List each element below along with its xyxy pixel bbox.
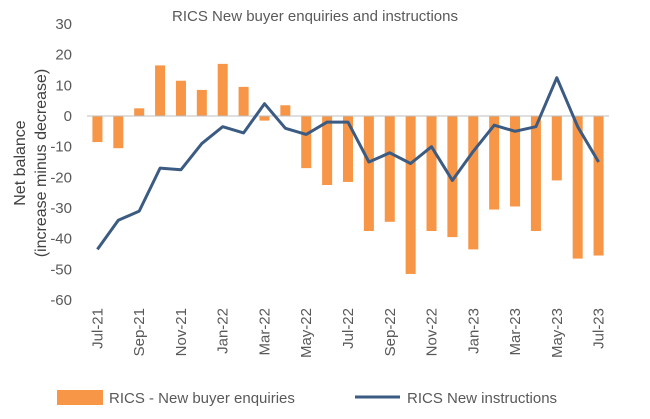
y-tick-label: 0	[64, 108, 72, 125]
bar	[259, 116, 270, 121]
y-tick-label: 10	[55, 77, 72, 94]
bar	[510, 116, 521, 207]
bar	[468, 116, 479, 250]
bar	[405, 116, 416, 274]
y-tick-label: 30	[55, 16, 72, 33]
bar	[593, 116, 604, 256]
bar	[217, 63, 228, 116]
y-tick-label: -40	[50, 231, 72, 248]
bar	[301, 116, 312, 169]
bar	[134, 108, 145, 116]
y-tick-label: -20	[50, 169, 72, 186]
bar	[489, 116, 500, 210]
bar	[530, 116, 541, 231]
y-tick-label: -60	[50, 292, 72, 309]
series-line	[96, 76, 600, 251]
x-tick-label: Sep-22	[382, 308, 399, 356]
chart-title: RICS New buyer enquiries and instruction…	[172, 8, 458, 25]
y-tick-label: -30	[50, 200, 72, 217]
x-tick-label: Mar-22	[257, 308, 274, 356]
y-axis-label-line-2: (increase minus decrease)	[33, 69, 50, 258]
x-tick-label: Jul-22	[340, 308, 357, 349]
bar	[384, 116, 395, 222]
x-tick-label: May-22	[298, 308, 315, 358]
bar	[175, 80, 186, 116]
bar	[92, 116, 103, 143]
y-tick-label: -50	[50, 261, 72, 278]
x-tick-label: Mar-23	[507, 308, 524, 356]
bar	[113, 116, 124, 149]
x-tick-label: Nov-22	[424, 308, 441, 356]
bar	[155, 65, 166, 116]
bar	[196, 89, 207, 116]
legend: RICS - New buyer enquiries RICS New inst…	[57, 390, 557, 407]
bar	[280, 105, 291, 116]
legend-bar-label: RICS - New buyer enquiries	[109, 390, 295, 407]
x-tick-label: Jul-23	[591, 308, 608, 349]
x-tick-label: Jan-22	[215, 308, 232, 354]
bar-series	[92, 63, 604, 274]
bar	[322, 116, 333, 185]
x-tick-label: Nov-21	[173, 308, 190, 356]
bar	[551, 116, 562, 181]
line-series	[96, 76, 600, 251]
y-axis-ticks: 30 20 10 0 -10 -20 -30 -40 -50 -60	[50, 16, 72, 309]
bar	[447, 116, 458, 238]
y-axis-label: Net balance (increase minus decrease)	[12, 69, 50, 258]
x-tick-label: Jan-23	[465, 308, 482, 354]
bar	[342, 116, 354, 182]
y-tick-label: 20	[55, 47, 72, 64]
x-axis-ticks: Jul-21 Sep-21 Nov-21 Jan-22 Mar-22 May-22 Jul-…	[89, 308, 607, 358]
y-axis-label-line-1: Net balance	[12, 120, 29, 205]
bar	[426, 116, 437, 231]
x-tick-label: Jul-21	[89, 308, 106, 349]
x-tick-label: May-23	[549, 308, 566, 358]
x-tick-label: Sep-21	[131, 308, 148, 356]
y-tick-label: -10	[50, 139, 72, 156]
bar	[238, 86, 249, 116]
bar	[572, 116, 583, 259]
bar	[363, 116, 374, 231]
legend-line-label: RICS New instructions	[407, 390, 557, 407]
legend-bar-swatch	[57, 390, 103, 405]
